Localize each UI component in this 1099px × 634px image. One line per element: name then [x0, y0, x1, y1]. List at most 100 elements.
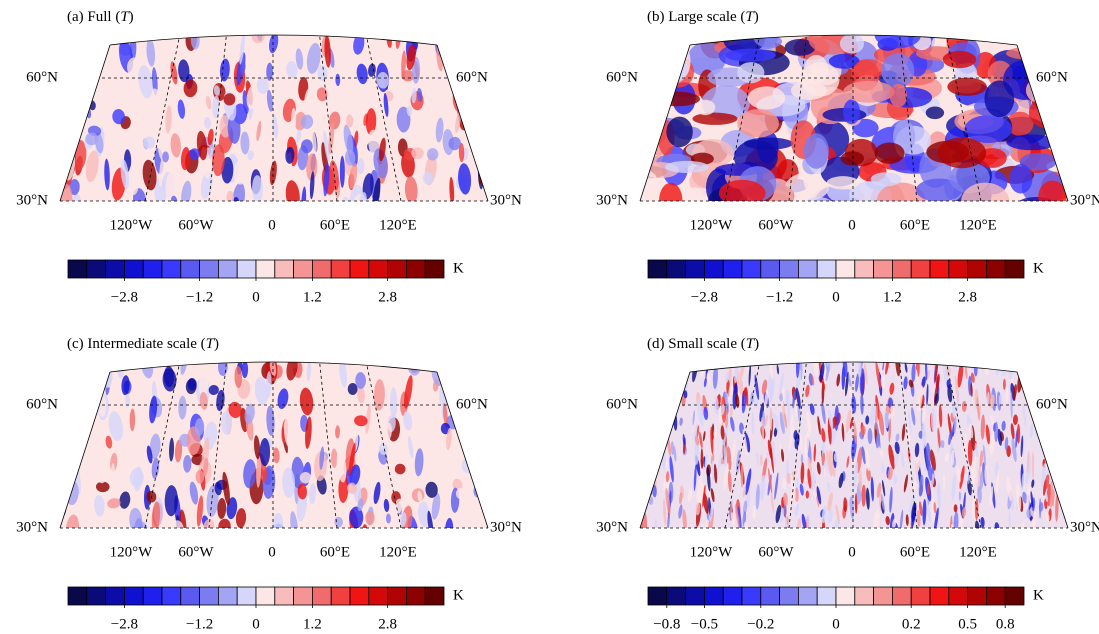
field-blob	[404, 375, 413, 409]
field-blob	[464, 433, 473, 462]
field-blob	[640, 438, 643, 449]
field-blob	[867, 428, 873, 445]
field-blob	[357, 386, 365, 404]
colorbar-tick-label: 0.2	[902, 616, 921, 632]
field-blob	[699, 455, 703, 480]
field-blob	[643, 454, 647, 467]
field-blob	[1045, 512, 1050, 522]
title-prefix: (d) Small scale (	[647, 336, 746, 352]
field-blob	[880, 493, 885, 511]
field-blob	[200, 171, 213, 199]
field-blob	[373, 148, 389, 179]
colorbar-box	[741, 259, 762, 279]
field-blob	[266, 405, 275, 436]
lon-label: 120°E	[959, 217, 997, 233]
field-blob	[1051, 371, 1058, 399]
field-blob	[934, 393, 939, 405]
field-blob	[133, 188, 147, 201]
field-blob	[829, 449, 836, 478]
lat-label: 60°N	[456, 69, 488, 85]
field-blob	[865, 487, 870, 510]
field-blob	[784, 518, 788, 528]
field-blob	[687, 187, 714, 201]
field-blob	[937, 137, 987, 169]
field-blob	[769, 407, 773, 431]
field-blob	[1000, 362, 1003, 371]
field-blob	[1029, 424, 1034, 439]
lon-label: 120°W	[110, 544, 153, 560]
field-blob	[899, 509, 904, 528]
field-blob	[203, 457, 209, 477]
field-blob	[474, 464, 488, 488]
field-blob	[181, 180, 192, 201]
field-blob	[709, 501, 714, 523]
field-blob	[809, 403, 815, 416]
field-blob	[857, 362, 862, 378]
field-blob	[768, 468, 773, 494]
field-blob	[214, 482, 222, 496]
map-arc	[109, 34, 438, 46]
field-blob	[833, 453, 838, 462]
field-blob	[65, 423, 70, 440]
colorbar-box	[741, 586, 762, 606]
field-blob	[71, 103, 82, 114]
field-blob	[759, 402, 765, 422]
title-variable: T	[745, 9, 755, 25]
field-blob	[113, 89, 120, 116]
field-blob	[880, 449, 884, 458]
lat-label: 30°N	[16, 192, 48, 208]
field-blob	[201, 437, 210, 472]
field-blob	[980, 516, 985, 528]
field-blob	[121, 375, 130, 396]
field-blob	[921, 376, 926, 388]
field-blob	[444, 517, 454, 528]
lat-label: 30°N	[490, 192, 522, 208]
field-blob	[943, 362, 948, 385]
field-blob	[198, 373, 209, 397]
field-blob	[695, 502, 701, 516]
field-blob	[664, 378, 669, 406]
field-blob	[658, 402, 663, 429]
colorbar-tick-label: 1.2	[303, 289, 322, 305]
field-blob	[650, 432, 653, 447]
field-blob	[1016, 35, 1060, 56]
field-blob	[799, 483, 804, 496]
field-blob	[961, 400, 967, 412]
field-blob	[806, 411, 812, 437]
field-blob	[873, 511, 877, 528]
lon-label: 60°E	[320, 217, 350, 233]
field-blob	[954, 375, 959, 403]
field-blob	[648, 79, 671, 108]
field-blob	[696, 399, 704, 427]
field-blob	[695, 99, 716, 116]
field-blob	[97, 71, 111, 104]
field-blob	[937, 427, 941, 449]
field-blob	[652, 484, 657, 498]
field-blob	[794, 487, 799, 502]
field-blob	[737, 109, 779, 138]
field-blob	[662, 363, 666, 374]
field-blob	[682, 509, 687, 528]
field-blob	[60, 477, 67, 500]
field-blob	[316, 87, 328, 102]
field-blob	[743, 521, 749, 528]
field-blob	[1044, 411, 1050, 421]
field-blob	[980, 414, 985, 440]
colorbar-box	[891, 259, 912, 279]
field-blob	[266, 62, 273, 81]
field-blob	[934, 362, 939, 383]
field-blob	[942, 50, 977, 69]
field-blob	[839, 35, 865, 54]
field-blob	[365, 403, 371, 435]
field-blob	[908, 379, 914, 388]
field-blob	[384, 422, 392, 441]
field-blob	[274, 179, 286, 201]
field-blob	[189, 148, 201, 160]
field-blob	[730, 416, 735, 432]
field-blob	[911, 407, 916, 426]
field-blob	[204, 117, 212, 129]
colorbar-box	[779, 586, 799, 606]
field-blob	[696, 489, 701, 504]
title-suffix: )	[214, 336, 219, 352]
field-blob	[699, 431, 703, 449]
